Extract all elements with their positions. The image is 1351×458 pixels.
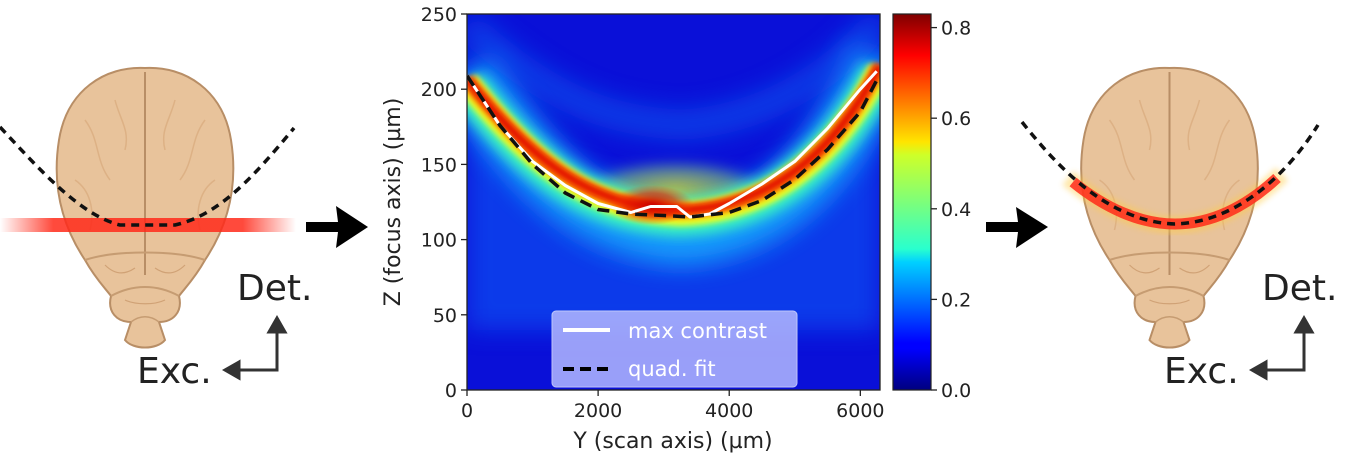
axes-arrow-icon — [221, 314, 288, 381]
max-contrast-line — [467, 70, 878, 219]
y-tick-label: 100 — [421, 230, 457, 252]
colorbar-tick-label: 0.2 — [941, 289, 971, 311]
x-tick-label: 4000 — [705, 400, 753, 422]
axes-arrow-icon — [1248, 314, 1315, 381]
quad-fit-line — [467, 74, 879, 219]
colorbar-gradient — [892, 13, 932, 391]
excitation-label: Exc. — [1164, 351, 1239, 392]
colorbar-tick-label: 0.4 — [941, 199, 971, 221]
colorbar-tick-label: 0.6 — [941, 108, 971, 130]
arrow-right-icon — [986, 207, 1048, 248]
legend-label-quad-fit: quad. fit — [628, 357, 716, 381]
y-axis-label: Z (focus axis) (µm) — [381, 98, 406, 307]
colorbar-ticks: 0.0 0.2 0.4 0.6 0.8 — [931, 18, 971, 402]
heatmap-field — [467, 14, 880, 330]
x-axis: 0 2000 4000 6000 — [461, 390, 885, 422]
detection-label: Det. — [237, 268, 312, 309]
colorbar-tick-label: 0.8 — [941, 18, 971, 40]
arrow-right-icon — [306, 206, 368, 248]
heatmap-chart: 0 2000 4000 6000 0 50 100 150 200 250 Y (scan ax… — [381, 4, 971, 454]
y-tick-label: 0 — [445, 380, 457, 402]
x-tick-label: 6000 — [836, 400, 884, 422]
y-tick-label: 50 — [433, 305, 457, 327]
legend-box — [551, 310, 798, 388]
dashed-focus-curve — [1020, 120, 1320, 226]
plot-frame — [466, 13, 881, 391]
colorbar: 0.0 0.2 0.4 0.6 0.8 — [892, 13, 971, 402]
y-tick-label: 200 — [421, 79, 457, 101]
x-tick-label: 2000 — [574, 400, 622, 422]
y-tick-label: 150 — [421, 154, 457, 176]
detection-label: Det. — [1262, 268, 1337, 309]
x-tick-label: 0 — [461, 400, 473, 422]
colorbar-tick-label: 0.0 — [941, 380, 971, 402]
excitation-label: Exc. — [137, 351, 212, 392]
legend: max contrast quad. fit — [551, 310, 798, 388]
right-panel: Det. Exc. — [1020, 66, 1337, 392]
y-tick-label: 250 — [421, 4, 457, 26]
dashed-focus-curve — [0, 125, 296, 227]
y-axis: 0 50 100 150 200 250 — [421, 4, 467, 402]
left-panel: Det. Exc. — [0, 66, 312, 392]
x-axis-label: Y (scan axis) (µm) — [572, 429, 772, 454]
legend-label-max-contrast: max contrast — [628, 319, 767, 343]
series-layer — [467, 70, 879, 219]
